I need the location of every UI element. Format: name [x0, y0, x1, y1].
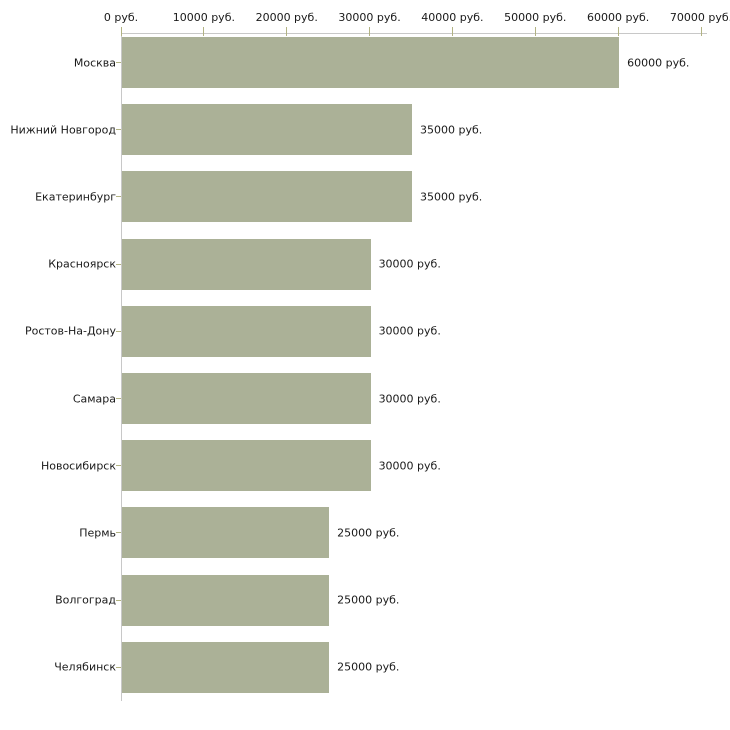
category-tick	[116, 398, 121, 399]
bar-Нижний Новгород	[122, 104, 412, 156]
value-label: 30000 руб.	[378, 324, 441, 338]
x-axis-tick-label: 50000 руб.	[504, 11, 567, 24]
bar-Екатеринбург	[122, 171, 412, 223]
x-axis-tick-label: 70000 руб.	[669, 11, 730, 24]
category-label: Волгоград	[55, 593, 116, 607]
category-label: Москва	[73, 56, 116, 69]
value-label: 25000 руб.	[337, 593, 400, 607]
value-label: 30000 руб.	[378, 257, 441, 271]
x-axis-tick-label: 30000 руб.	[338, 11, 401, 24]
x-axis-tick	[286, 27, 288, 36]
bar-Красноярск	[122, 238, 371, 290]
category-label: Самара	[72, 392, 116, 405]
x-axis-tick	[534, 27, 536, 36]
x-axis-tick-label: 60000 руб.	[587, 11, 650, 24]
x-axis-line	[121, 33, 707, 34]
category-tick	[116, 532, 121, 534]
bar-Самара	[122, 373, 371, 424]
category-tick	[116, 196, 121, 198]
bar-Челябинск	[122, 641, 330, 693]
value-label: 35000 руб.	[420, 123, 483, 137]
value-label: 35000 руб.	[420, 190, 483, 204]
value-label: 30000 руб.	[378, 392, 441, 405]
x-axis-tick-label: 10000 руб.	[172, 11, 235, 24]
category-tick	[116, 330, 121, 332]
category-tick	[116, 666, 121, 668]
bar-Москва	[122, 37, 620, 88]
category-label: Нижний Новгород	[10, 123, 116, 137]
bar-Пермь	[122, 507, 330, 559]
category-label: Екатеринбург	[35, 190, 116, 204]
x-axis-tick	[120, 27, 122, 36]
category-label: Челябинск	[54, 660, 116, 674]
x-axis-tick	[700, 27, 702, 36]
category-label: Пермь	[79, 526, 116, 540]
x-axis-tick	[451, 27, 453, 36]
category-label: Новосибирск	[40, 459, 116, 473]
category-tick	[116, 465, 121, 467]
value-label: 25000 руб.	[337, 526, 400, 540]
x-axis-tick	[203, 27, 205, 36]
category-tick	[116, 263, 121, 265]
bar-Новосибирск	[122, 440, 371, 492]
category-label: Ростов-На-Дону	[24, 324, 116, 338]
value-label: 30000 руб.	[378, 459, 441, 473]
y-axis-line	[121, 33, 122, 701]
category-tick	[116, 129, 121, 131]
x-axis-tick	[369, 27, 371, 36]
bar-Волгоград	[122, 574, 330, 626]
category-tick	[116, 599, 121, 601]
x-axis-tick-label: 20000 руб.	[255, 11, 318, 24]
x-axis-tick-label: 40000 руб.	[421, 11, 484, 24]
x-axis-tick	[617, 27, 619, 36]
x-axis-tick-label: 0 руб.	[103, 11, 139, 24]
value-label: 60000 руб.	[627, 56, 690, 69]
value-label: 25000 руб.	[337, 660, 400, 674]
category-label: Красноярск	[48, 257, 116, 271]
bar-Ростов-На-Дону	[122, 305, 371, 357]
category-tick	[116, 62, 121, 63]
